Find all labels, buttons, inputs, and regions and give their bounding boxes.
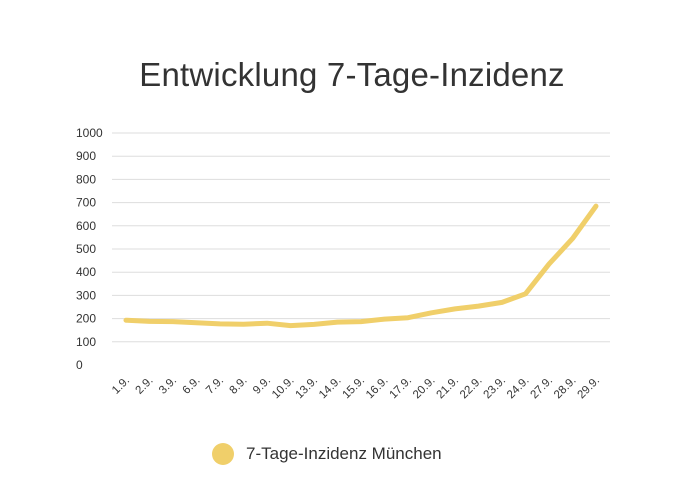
x-tick-label: 6.9. <box>181 375 203 397</box>
x-tick-label: 13.9. <box>294 375 321 402</box>
y-axis-tick-labels: 0 100 200 300 400 500 600 700 800 900 1000 <box>76 126 103 372</box>
y-tick-label: 200 <box>76 312 96 326</box>
x-tick-label: 20.9. <box>411 375 438 402</box>
x-tick-label: 14.9. <box>317 375 344 402</box>
x-tick-label: 28.9. <box>552 375 579 402</box>
y-tick-label: 900 <box>76 149 96 163</box>
x-tick-label: 24.9. <box>505 375 532 402</box>
x-tick-label: 22.9. <box>458 375 485 402</box>
gridlines <box>112 132 610 343</box>
y-tick-label: 800 <box>76 172 96 186</box>
x-tick-label: 15.9. <box>341 375 368 402</box>
y-tick-label: 600 <box>76 219 96 233</box>
series-lines <box>123 203 599 329</box>
x-tick-label: 3.9. <box>157 375 179 397</box>
x-tick-label: 21.9. <box>435 375 462 402</box>
y-tick-label: 700 <box>76 196 96 210</box>
legend: 7-Tage-Inzidenz München <box>212 443 442 465</box>
y-tick-label: 100 <box>76 335 96 349</box>
x-tick-label: 17.9. <box>388 375 415 402</box>
chart-title: Entwicklung 7-Tage-Inzidenz <box>139 56 565 93</box>
y-tick-label: 400 <box>76 265 96 279</box>
x-tick-label: 1.9. <box>110 375 132 397</box>
x-tick-label: 2.9. <box>134 375 156 397</box>
x-tick-label: 27.9. <box>529 375 556 402</box>
y-tick-label: 300 <box>76 288 96 302</box>
y-tick-label: 500 <box>76 242 96 256</box>
x-tick-label: 10.9. <box>270 375 297 402</box>
y-tick-label: 0 <box>76 358 83 372</box>
x-tick-label: 29.9. <box>576 375 603 402</box>
legend-label: 7-Tage-Inzidenz München <box>246 444 442 463</box>
x-tick-label: 16.9. <box>364 375 391 402</box>
y-tick-label: 1000 <box>76 126 103 140</box>
x-axis-tick-labels: 1.9. 2.9. 3.9. 6.9. 7.9. 8.9. 9.9.10.9.13.9.14… <box>110 375 602 402</box>
legend-swatch-icon <box>212 443 234 465</box>
series-line <box>123 203 599 329</box>
x-tick-label: 23.9. <box>482 375 509 402</box>
x-tick-label: 7.9. <box>204 375 226 397</box>
x-tick-label: 8.9. <box>228 375 250 397</box>
